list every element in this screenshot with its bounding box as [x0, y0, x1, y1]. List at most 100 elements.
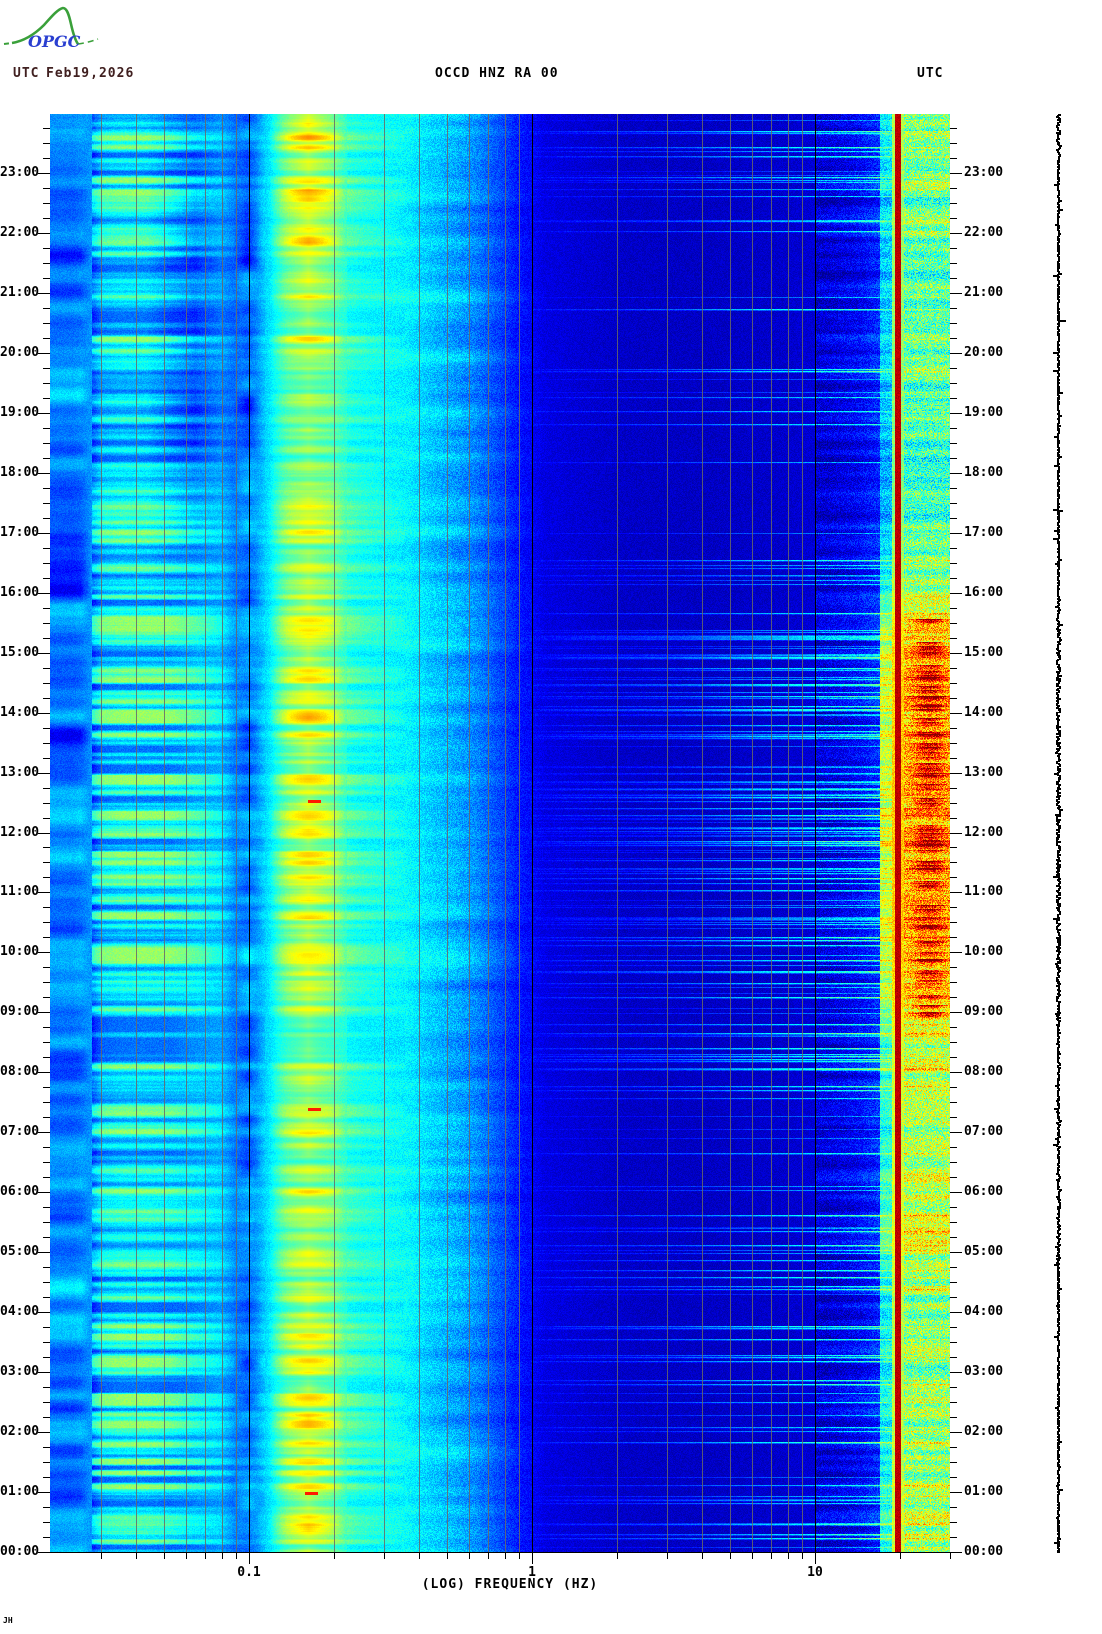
- minor-tick-right: [950, 263, 957, 264]
- spectrogram-canvas: [50, 114, 950, 1553]
- minor-tick-left: [43, 922, 50, 923]
- minor-tick-left: [43, 578, 50, 579]
- minor-tick-right: [950, 308, 957, 309]
- minor-tick-right: [950, 758, 957, 759]
- minor-tick-left: [43, 443, 50, 444]
- freq-minor-tick: [469, 1553, 470, 1559]
- hour-tick-left: [38, 1012, 50, 1013]
- minor-tick-right: [950, 1102, 957, 1103]
- time-label-right: 18:00: [964, 465, 1004, 480]
- minor-tick-left: [43, 158, 50, 159]
- freq-minor-tick: [771, 1553, 772, 1559]
- time-label-right: 10:00: [964, 944, 1004, 959]
- time-label-right: 08:00: [964, 1064, 1004, 1079]
- minor-tick-right: [950, 638, 957, 639]
- minor-tick-right: [950, 608, 957, 609]
- minor-tick-right: [950, 1237, 957, 1238]
- minor-tick-right: [950, 1462, 957, 1463]
- hour-tick-left: [38, 1432, 50, 1433]
- minor-tick-left: [43, 1237, 50, 1238]
- time-label-left: 15:00: [0, 645, 40, 660]
- time-label-left: 02:00: [0, 1424, 40, 1439]
- header-date: Feb19,2026: [46, 66, 135, 81]
- minor-tick-left: [43, 308, 50, 309]
- minor-tick-left: [43, 982, 50, 983]
- minor-tick-left: [43, 338, 50, 339]
- minor-tick-right: [950, 1057, 957, 1058]
- time-label-right: 07:00: [964, 1124, 1004, 1139]
- minor-tick-right: [950, 1162, 957, 1163]
- minor-tick-right: [950, 1297, 957, 1298]
- minor-tick-right: [950, 922, 957, 923]
- minor-tick-right: [950, 877, 957, 878]
- time-label-left: 11:00: [0, 884, 40, 899]
- hour-tick-right: [950, 293, 962, 294]
- minor-tick-right: [950, 1447, 957, 1448]
- freq-minor-tick: [384, 1553, 385, 1559]
- freq-minor-tick: [419, 1553, 420, 1559]
- minor-tick-left: [43, 1222, 50, 1223]
- minor-tick-left: [43, 803, 50, 804]
- minor-tick-right: [950, 443, 957, 444]
- corner-watermark: JH: [3, 1616, 13, 1625]
- hour-tick-right: [950, 1552, 962, 1553]
- hour-tick-left: [38, 833, 50, 834]
- hour-tick-right: [950, 233, 962, 234]
- minor-tick-right: [950, 1042, 957, 1043]
- minor-tick-left: [43, 278, 50, 279]
- minor-tick-right: [950, 1267, 957, 1268]
- minor-tick-right: [950, 1027, 957, 1028]
- hour-tick-right: [950, 1432, 962, 1433]
- time-label-right: 12:00: [964, 825, 1004, 840]
- minor-tick-right: [950, 338, 957, 339]
- minor-tick-left: [43, 862, 50, 863]
- hour-tick-right: [950, 1372, 962, 1373]
- freq-minor-tick: [222, 1553, 223, 1559]
- time-label-right: 00:00: [964, 1544, 1004, 1559]
- time-label-right: 22:00: [964, 225, 1004, 240]
- time-label-right: 13:00: [964, 765, 1004, 780]
- hour-tick-right: [950, 413, 962, 414]
- time-label-left: 20:00: [0, 345, 40, 360]
- hour-tick-right: [950, 473, 962, 474]
- minor-tick-right: [950, 982, 957, 983]
- hour-tick-left: [38, 1252, 50, 1253]
- minor-tick-right: [950, 1357, 957, 1358]
- minor-tick-right: [950, 1402, 957, 1403]
- freq-minor-tick: [334, 1553, 335, 1559]
- time-label-left: 14:00: [0, 705, 40, 720]
- minor-tick-right: [950, 1507, 957, 1508]
- minor-tick-left: [43, 368, 50, 369]
- hour-tick-right: [950, 1252, 962, 1253]
- minor-tick-left: [43, 1162, 50, 1163]
- minor-tick-left: [43, 608, 50, 609]
- minor-tick-right: [950, 158, 957, 159]
- freq-minor-tick: [236, 1553, 237, 1559]
- minor-tick-left: [43, 1102, 50, 1103]
- minor-tick-right: [950, 563, 957, 564]
- minor-tick-left: [43, 1297, 50, 1298]
- minor-tick-right: [950, 368, 957, 369]
- freq-minor-tick: [519, 1553, 520, 1559]
- minor-tick-left: [43, 143, 50, 144]
- minor-tick-left: [43, 728, 50, 729]
- time-label-left: 00:00: [0, 1544, 40, 1559]
- minor-tick-left: [43, 997, 50, 998]
- minor-tick-left: [43, 1207, 50, 1208]
- minor-tick-left: [43, 218, 50, 219]
- minor-tick-right: [950, 1477, 957, 1478]
- time-label-left: 16:00: [0, 585, 40, 600]
- hour-tick-left: [38, 533, 50, 534]
- logo-mountain: [11, 6, 80, 45]
- minor-tick-right: [950, 398, 957, 399]
- time-label-left: 05:00: [0, 1244, 40, 1259]
- hour-tick-right: [950, 952, 962, 953]
- minor-tick-right: [950, 323, 957, 324]
- minor-tick-left: [43, 563, 50, 564]
- hour-tick-right: [950, 1492, 962, 1493]
- hour-tick-right: [950, 892, 962, 893]
- minor-tick-left: [43, 1282, 50, 1283]
- time-label-right: 01:00: [964, 1484, 1004, 1499]
- minor-tick-left: [43, 788, 50, 789]
- minor-tick-right: [950, 862, 957, 863]
